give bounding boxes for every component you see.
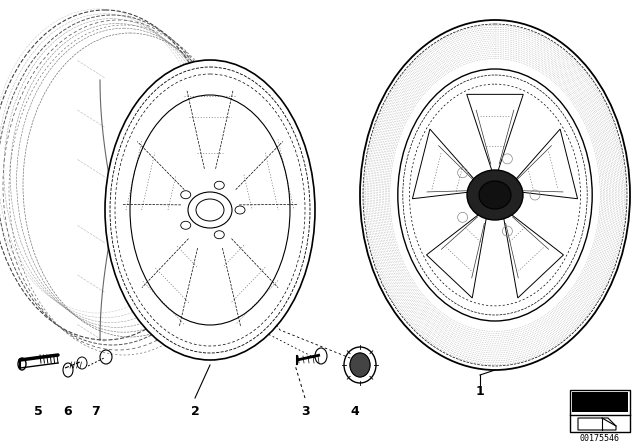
- Ellipse shape: [350, 353, 370, 377]
- Text: 00175546: 00175546: [580, 434, 620, 443]
- Text: 5: 5: [34, 405, 42, 418]
- Polygon shape: [426, 209, 488, 298]
- Polygon shape: [412, 129, 481, 199]
- Ellipse shape: [196, 199, 224, 221]
- Polygon shape: [467, 95, 524, 176]
- Polygon shape: [132, 231, 200, 338]
- Bar: [570, 390, 630, 432]
- Polygon shape: [227, 125, 302, 219]
- Ellipse shape: [360, 20, 630, 370]
- Ellipse shape: [467, 170, 523, 220]
- Ellipse shape: [398, 69, 592, 321]
- Text: 2: 2: [191, 405, 200, 418]
- Polygon shape: [502, 209, 563, 298]
- Ellipse shape: [479, 181, 511, 209]
- Polygon shape: [175, 88, 244, 183]
- Polygon shape: [508, 129, 577, 199]
- Text: 1: 1: [476, 385, 484, 398]
- Polygon shape: [220, 231, 289, 338]
- Text: 7: 7: [91, 405, 99, 418]
- Text: 4: 4: [351, 405, 360, 418]
- Text: 3: 3: [301, 405, 309, 418]
- Ellipse shape: [105, 60, 315, 360]
- Text: 6: 6: [64, 405, 72, 418]
- Polygon shape: [118, 125, 193, 219]
- Bar: [572, 392, 628, 412]
